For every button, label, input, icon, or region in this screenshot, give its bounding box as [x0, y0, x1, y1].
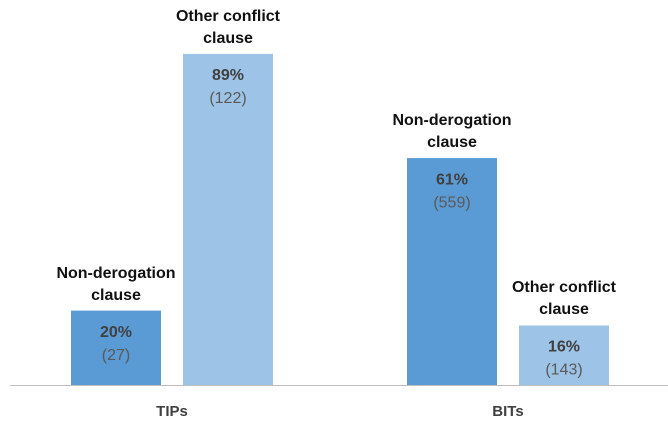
- bar: [71, 310, 161, 385]
- series-name-label: Non-derogation clause: [392, 112, 512, 152]
- value-label: 20%: [100, 324, 132, 341]
- series-name-label: Non-derogation clause: [56, 264, 176, 304]
- count-label: (27): [102, 347, 130, 364]
- count-label: (559): [433, 194, 470, 211]
- value-label: 16%: [548, 339, 580, 356]
- count-label: (143): [545, 362, 582, 379]
- series-name-label: Other conflict clause: [511, 279, 616, 319]
- x-tick-label: TIPs: [156, 403, 188, 420]
- bar: [519, 325, 609, 385]
- count-label: (122): [209, 90, 246, 107]
- series-name-label: Other conflict clause: [175, 7, 280, 47]
- bar: [407, 158, 497, 385]
- value-label: 61%: [436, 171, 468, 188]
- bar: [183, 53, 273, 386]
- x-tick-label: BITs: [492, 403, 523, 420]
- value-label: 89%: [212, 67, 244, 84]
